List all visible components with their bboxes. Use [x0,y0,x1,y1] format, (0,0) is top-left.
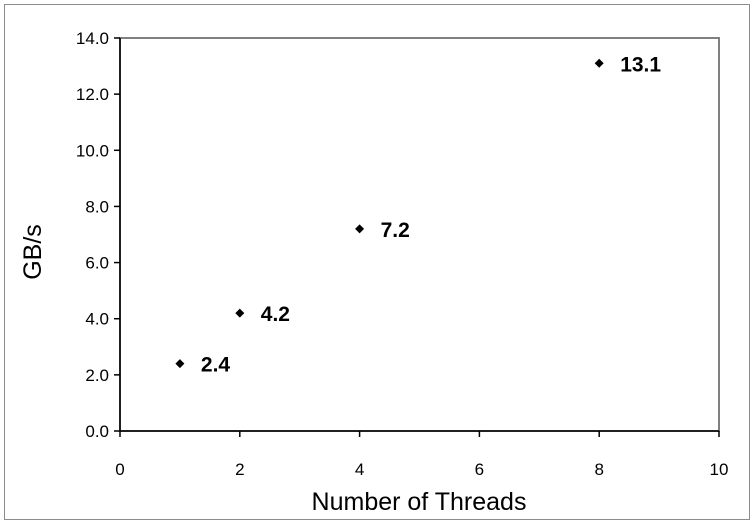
y-axis-title: GB/s [19,224,47,280]
y-tick-label: 8.0 [85,197,109,216]
y-tick-label: 14.0 [76,29,109,48]
ticks: 0.0 2.0 4.0 6.0 8.0 10.0 12.0 14.0 0 2 4 6 8 10 [76,29,729,479]
data-label: 7.2 [381,219,410,242]
data-label: 2.4 [201,354,231,377]
x-tick-label: 8 [594,460,603,479]
data-point [355,224,365,234]
y-tick-label: 2.0 [85,366,109,385]
x-axis-title: Number of Threads [312,488,527,516]
x-tick-label: 2 [235,460,244,479]
x-tick-label: 10 [710,460,729,479]
data-point [594,58,604,68]
y-tick-label: 6.0 [85,254,109,273]
data-label: 4.2 [261,303,290,326]
data-label: 13.1 [620,53,661,76]
plot-area [119,37,720,432]
axes [119,38,719,432]
x-tick-label: 0 [115,460,124,479]
data-marks: 2.4 4.2 7.2 13.1 [175,53,661,377]
x-tick-label: 6 [475,460,484,479]
data-point [175,359,185,369]
y-tick-label: 0.0 [85,422,109,441]
y-tick-label: 4.0 [85,310,109,329]
x-tick-label: 4 [355,460,364,479]
y-tick-label: 12.0 [76,85,109,104]
data-point [235,308,245,318]
y-tick-label: 10.0 [76,141,109,160]
